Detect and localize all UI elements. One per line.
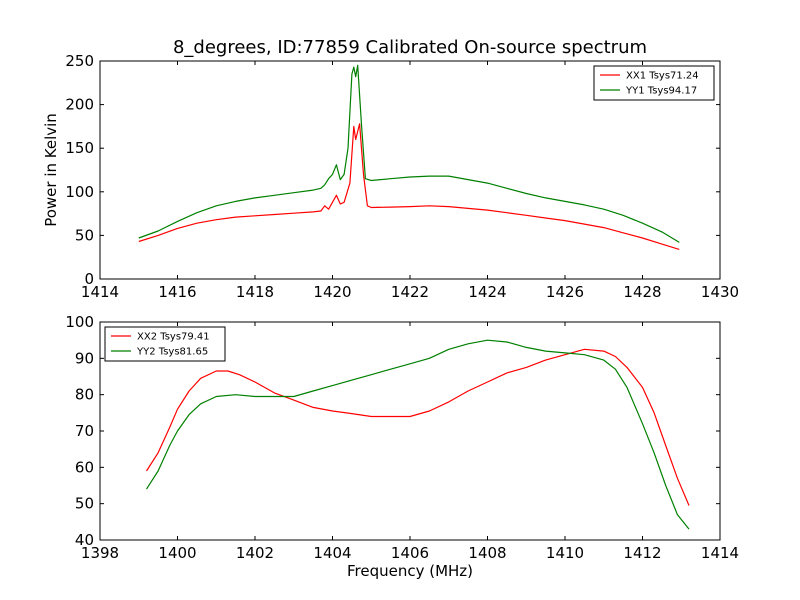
x-tick-label: 1418 (236, 283, 274, 301)
legend-box (593, 65, 715, 101)
series-line-2 (138, 64, 680, 243)
x-tick-label: 1422 (391, 283, 429, 301)
y-tick-label: 200 (65, 96, 94, 114)
series-lines (145, 339, 690, 530)
series-lines (138, 64, 680, 250)
legend: XX2 Tsys79.41 YY2 Tsys81.65 (104, 326, 226, 362)
x-tick-label: 1410 (546, 544, 584, 562)
series-line-2 (145, 339, 690, 530)
x-tick-label: 1404 (313, 544, 351, 562)
x-tick-label: 1412 (623, 544, 661, 562)
y-tick-label: 60 (75, 458, 94, 476)
top-panel: 1414 1416 1418 1420 1422 1424 1426 1428 1430 0 50 1… (42, 52, 739, 301)
y-axis-label: Power in Kelvin (42, 113, 60, 227)
legend: XX1 Tsys71.24 YY1 Tsys94.17 (593, 65, 715, 101)
series-line-1 (138, 123, 680, 250)
legend-entry-label: YY2 Tsys81.65 (136, 347, 208, 358)
y-tick-label: 50 (75, 226, 94, 244)
series-line-1 (145, 348, 690, 506)
y-tick-label: 50 (75, 495, 94, 513)
y-tick-label: 150 (65, 139, 94, 157)
x-axis-label: Frequency (MHz) (347, 562, 473, 580)
x-tick-label: 1400 (158, 544, 196, 562)
y-tick-label: 0 (84, 270, 94, 288)
y-tick-label: 90 (75, 349, 94, 367)
legend-entry-label: XX2 Tsys79.41 (137, 332, 210, 343)
x-tick-label: 1424 (468, 283, 506, 301)
y-tick-label: 250 (65, 52, 94, 70)
x-tick-label: 1414 (701, 544, 739, 562)
legend-box (104, 326, 226, 362)
x-tick-label: 1414 (81, 283, 119, 301)
x-tick-label: 1408 (468, 544, 506, 562)
y-tick-label: 70 (75, 422, 94, 440)
x-tick-label: 1402 (236, 544, 274, 562)
legend-entry-label: XX1 Tsys71.24 (626, 71, 699, 82)
x-tick-label: 1398 (81, 544, 119, 562)
y-tick-label: 100 (65, 183, 94, 201)
y-tick-label: 80 (75, 386, 94, 404)
legend-entry-label: YY1 Tsys94.17 (625, 86, 697, 97)
x-tick-label: 1426 (546, 283, 584, 301)
y-tick-label: 100 (65, 313, 94, 331)
x-tick-label: 1428 (623, 283, 661, 301)
bottom-panel: 1398 1400 1402 1404 1406 1408 1410 1412 1414 40 50… (65, 313, 739, 580)
figure-title: 8_degrees, ID:77859 Calibrated On-source… (173, 37, 647, 58)
x-tick-label: 1420 (313, 283, 351, 301)
y-tick-label: 40 (75, 531, 94, 549)
x-tick-label: 1406 (391, 544, 429, 562)
x-tick-label: 1416 (158, 283, 196, 301)
x-tick-label: 1430 (701, 283, 739, 301)
